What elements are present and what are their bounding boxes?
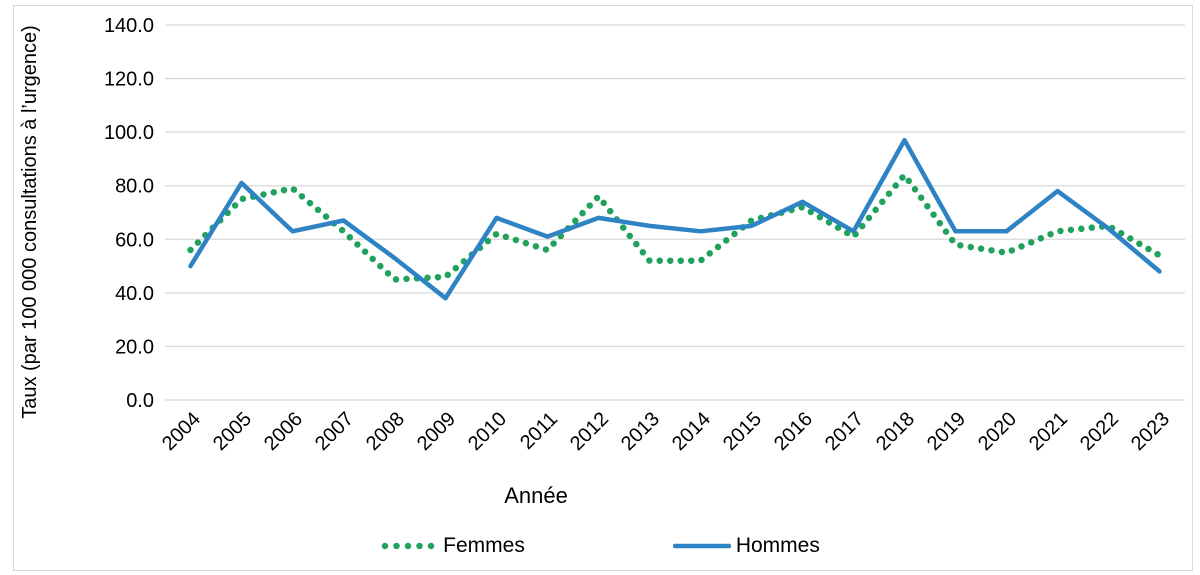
x-tick-label: 2017 [821,408,868,455]
x-tick-label: 2006 [260,408,307,455]
x-tick-label: 2015 [719,408,766,455]
x-tick-label: 2023 [1127,408,1174,455]
x-tick-label: 2013 [617,408,664,455]
y-axis-tick-labels: 0.0 20.0 40.0 60.0 80.0 100.0 120.0 140.0 [104,15,154,412]
y-tick-label: 40.0 [115,283,154,305]
x-tick-label: 2018 [872,408,919,455]
legend: Femmes Hommes [0,534,1200,558]
y-tick-label: 0.0 [126,390,154,412]
legend-item-femmes: Femmes [380,534,525,558]
x-tick-label: 2007 [311,408,358,455]
x-tick-label: 2021 [1025,408,1072,455]
x-tick-label: 2022 [1076,408,1123,455]
x-tick-label: 2011 [516,408,562,454]
x-tick-label: 2004 [158,408,205,455]
x-tick-label: 2009 [413,408,460,455]
x-tick-label: 2012 [566,408,613,455]
x-axis-title: Année [504,483,568,508]
series-lines [187,137,1163,301]
gridlines [165,24,1185,401]
x-tick-label: 2005 [209,408,256,455]
x-tick-label: 2019 [923,408,970,455]
y-tick-label: 20.0 [115,336,154,358]
y-tick-label: 60.0 [115,229,154,251]
y-tick-label: 100.0 [104,122,154,144]
x-axis-tick-labels: 2004 2005 2006 2007 2008 2009 2010 2011 2012 2013… [158,408,1174,455]
y-axis-title: Taux (par 100 000 consultations à l’urge… [19,25,41,419]
y-tick-label: 120.0 [104,69,154,91]
y-tick-label: 140.0 [104,15,154,37]
legend-label-femmes: Femmes [443,534,525,557]
legend-label-hommes: Hommes [735,534,820,557]
series-line-hommes [188,137,1162,301]
figure-border [13,5,1193,571]
legend-item-hommes: Hommes [672,534,820,558]
x-tick-label: 2014 [668,408,715,455]
x-tick-label: 2020 [974,408,1021,455]
series-line-femmes [187,171,1163,283]
y-tick-label: 80.0 [115,176,154,198]
hommes-solid-line-icon [672,543,731,549]
femmes-dotted-line-icon [381,542,439,550]
x-tick-label: 2008 [362,408,409,455]
x-tick-label: 2010 [464,408,511,455]
x-tick-label: 2016 [770,408,817,455]
